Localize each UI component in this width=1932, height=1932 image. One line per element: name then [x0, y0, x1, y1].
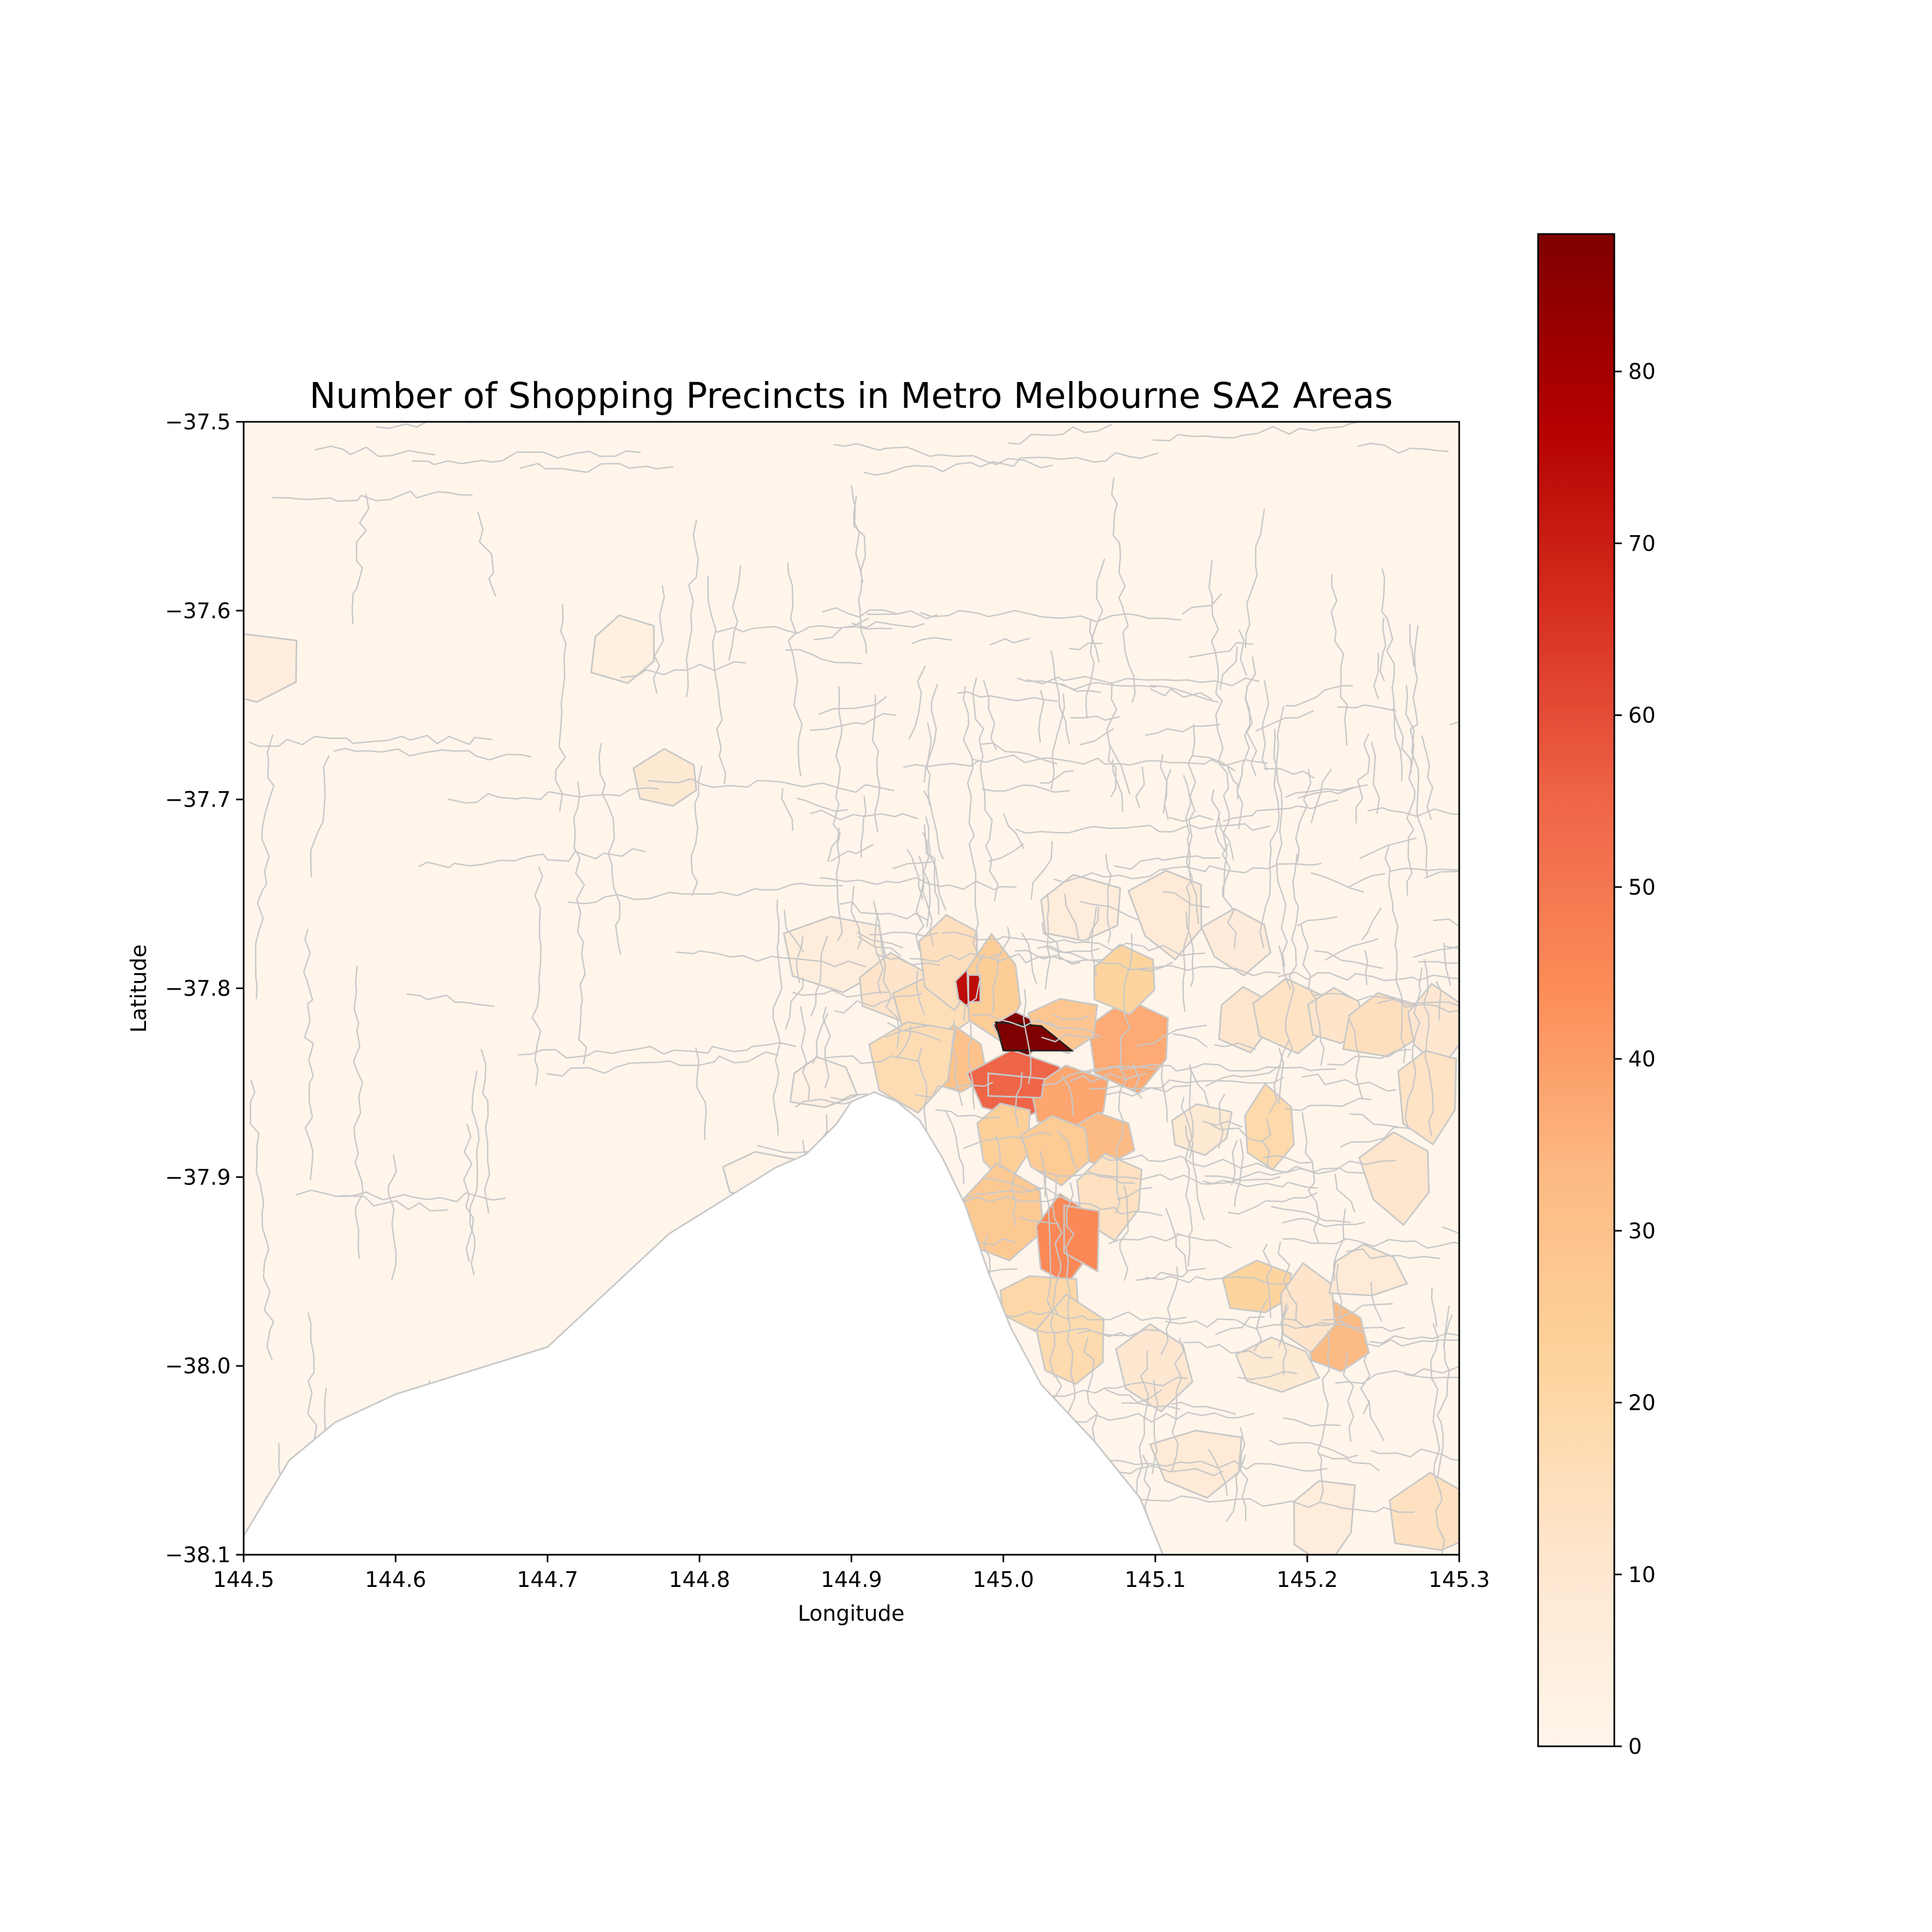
y-axis-label: Latitude	[127, 945, 151, 1033]
colorbar-tick-label: 30	[1628, 1219, 1656, 1243]
colorbar-tick-label: 0	[1628, 1735, 1642, 1759]
map-area	[244, 422, 1459, 1555]
port-phillip-bay	[244, 1091, 1164, 1555]
x-tick-label: 144.5	[213, 1568, 275, 1592]
sa2-region	[1115, 1323, 1194, 1413]
x-tick-label: 145.3	[1429, 1568, 1490, 1592]
sa2-region	[868, 1021, 955, 1114]
y-tick-label: −37.8	[165, 977, 231, 1001]
sa2-region	[1388, 1472, 1459, 1552]
axes: 144.5 144.6 144.7 144.8 144.9 145.0 145.1 145.2…	[165, 410, 1490, 1592]
sa2-region	[1200, 908, 1272, 977]
x-tick-label: 145.0	[972, 1568, 1034, 1592]
colorbar-tick-label: 60	[1628, 704, 1656, 728]
colorbar-tick-label: 70	[1628, 531, 1656, 556]
sa2-region	[632, 748, 698, 807]
sa2-region	[244, 633, 298, 703]
colorbar-tick-label: 40	[1628, 1047, 1656, 1072]
sa2-region	[1127, 869, 1203, 961]
x-axis-label: Longitude	[798, 1601, 905, 1626]
sa2-region-high	[987, 1072, 1045, 1099]
sa2-region	[1093, 943, 1155, 1015]
colorbar-tick-label: 20	[1628, 1391, 1656, 1416]
colorbar-tick-label: 10	[1628, 1563, 1656, 1587]
chart-title: Number of Shopping Precincts in Metro Me…	[309, 375, 1393, 416]
sa2-region	[1397, 1050, 1457, 1146]
sa2-region	[1171, 1103, 1233, 1157]
sa2-region	[590, 614, 655, 684]
colorbar-gradient	[1537, 233, 1615, 1747]
x-tick-label: 145.1	[1124, 1568, 1186, 1592]
y-tick-label: −37.7	[165, 788, 231, 813]
y-tick-label: −37.5	[165, 410, 231, 435]
x-tick-label: 145.2	[1277, 1568, 1338, 1592]
sa2-region	[1148, 1430, 1243, 1499]
x-tick-label: 144.8	[669, 1568, 730, 1592]
colorbar-tick-label: 50	[1628, 875, 1656, 900]
colorbar: 0 10 20 30 40 50 60 70 80	[1537, 233, 1656, 1759]
sa2-regions	[244, 614, 1459, 1555]
y-tick-label: −37.6	[165, 599, 231, 624]
x-tick-label: 144.6	[365, 1568, 427, 1592]
y-tick-label: −38.1	[165, 1543, 231, 1568]
sa2-region	[1040, 874, 1121, 942]
sa2-region	[1358, 1131, 1430, 1226]
x-tick-label: 144.9	[821, 1568, 882, 1592]
colorbar-tick-label: 80	[1628, 360, 1656, 384]
y-tick-label: −38.0	[165, 1354, 231, 1379]
x-tick-label: 144.7	[517, 1568, 579, 1592]
sa2-region	[782, 916, 889, 993]
sa2-region-high	[1063, 1204, 1100, 1273]
y-tick-label: −37.9	[165, 1165, 231, 1190]
sa2-region	[789, 1056, 859, 1108]
